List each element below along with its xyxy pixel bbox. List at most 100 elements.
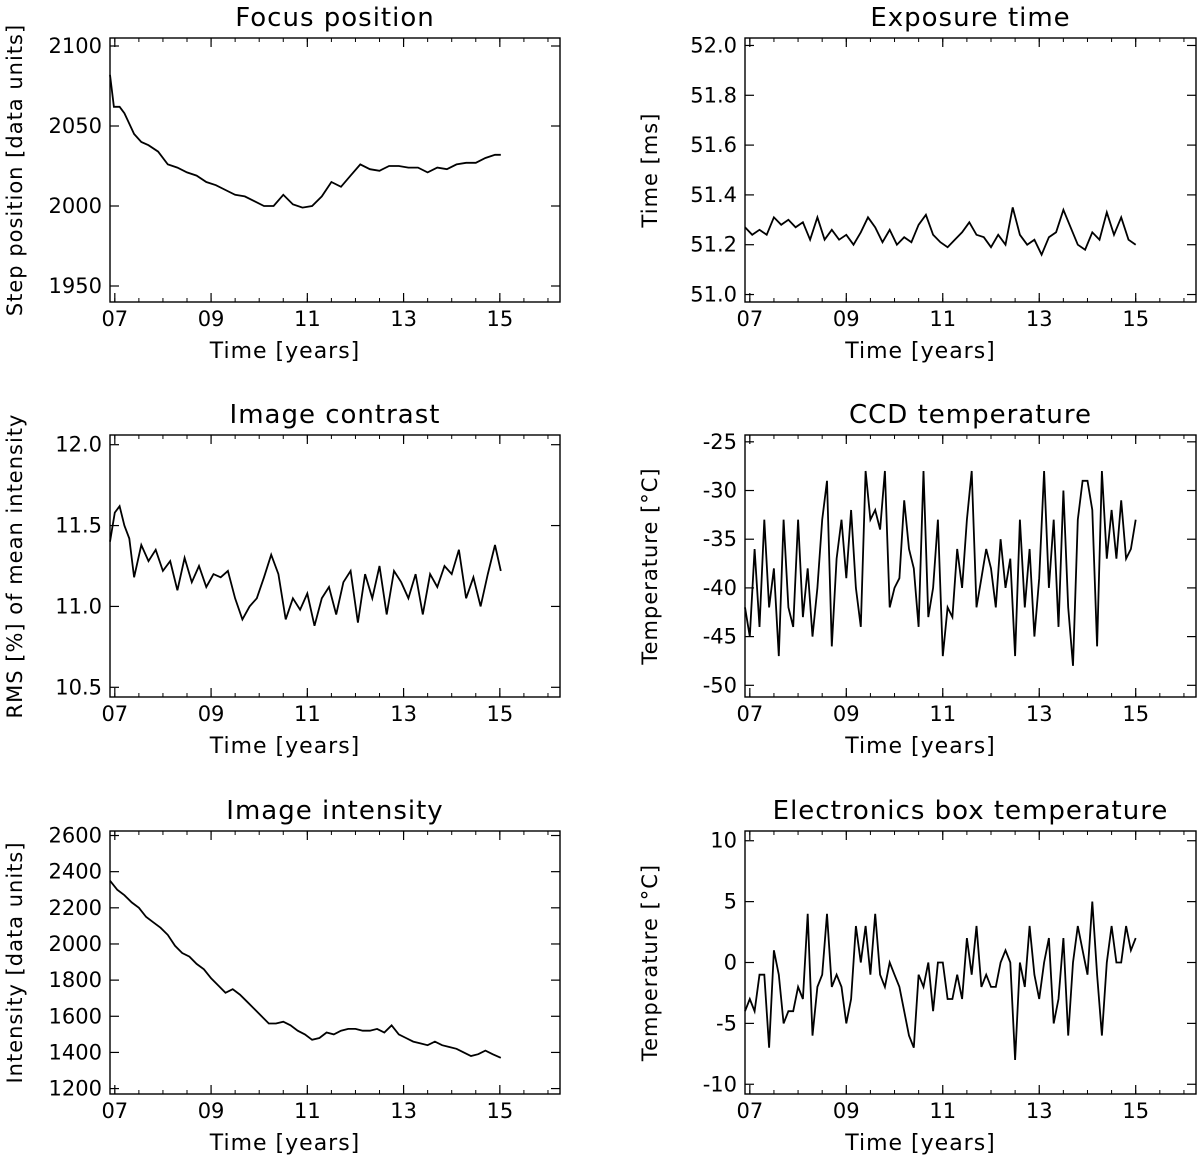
y-tick-label: 0 <box>724 951 737 975</box>
chart-title: CCD temperature <box>849 400 1092 430</box>
panel-exposure: Exposure time 07 09 11 13 15 51.0 51.2 51.4 51.6 5… <box>638 3 1197 364</box>
x-tick-label: 13 <box>390 307 417 331</box>
x-tick-label: 07 <box>101 702 128 726</box>
panel-ebox: Electronics box temperature 07 09 11 13 15 -10… <box>638 796 1197 1156</box>
y-tick-label: -30 <box>703 479 737 503</box>
y-tick-label: 10.5 <box>55 675 102 699</box>
panel-focus: Focus position 07 09 11 13 15 1950 2000 2050 2100… <box>3 3 561 364</box>
y-tick-label: 1950 <box>49 274 102 298</box>
x-tick-label: 15 <box>486 307 513 331</box>
y-tick-label: 2000 <box>49 932 102 956</box>
x-axis-label: Time [years] <box>209 1131 361 1156</box>
series-line-contrast <box>109 504 502 627</box>
x-tick-label: 09 <box>198 702 225 726</box>
x-tick-label: 13 <box>1026 307 1053 331</box>
y-tick-label: -50 <box>703 673 737 697</box>
x-tick-label: 15 <box>486 702 513 726</box>
y-tick-label: 1800 <box>49 968 102 992</box>
x-tick-label: 15 <box>486 1099 513 1123</box>
y-tick-label: -10 <box>703 1072 737 1096</box>
y-tick-label: 51.2 <box>690 233 737 257</box>
x-tick-label: 11 <box>929 1099 956 1123</box>
x-tick-label: 15 <box>1122 702 1149 726</box>
y-tick-label: 5 <box>724 890 737 914</box>
y-tick-label: 51.0 <box>690 283 737 307</box>
plot-frame <box>109 434 561 698</box>
y-tick-label: -45 <box>703 625 737 649</box>
series-line-ccd <box>744 470 1137 666</box>
panel-intensity: Image intensity 07 09 11 13 15 1200 1400 1600 180… <box>3 796 561 1156</box>
x-axis-label: Time [years] <box>844 734 996 759</box>
x-tick-label: 07 <box>736 1099 763 1123</box>
y-axis-label: Intensity [data units] <box>3 841 27 1083</box>
x-tick-label: 13 <box>390 702 417 726</box>
series-line-ebox <box>744 901 1137 1060</box>
series-line-exposure <box>744 207 1137 257</box>
y-tick-label: 52.0 <box>690 33 737 57</box>
y-tick-label: 1600 <box>49 1004 102 1028</box>
y-tick-label: 1400 <box>49 1040 102 1064</box>
x-tick-label: 07 <box>736 307 763 331</box>
plot-frame <box>744 37 1197 303</box>
y-tick-label: 11.0 <box>55 594 102 618</box>
y-axis-label: Time [ms] <box>638 113 662 229</box>
x-axis-label: Time [years] <box>844 1131 996 1156</box>
y-tick-label: -25 <box>703 430 737 454</box>
x-tick-label: 09 <box>198 1099 225 1123</box>
y-tick-label: 2050 <box>49 114 102 138</box>
y-tick-label: 2600 <box>49 824 102 848</box>
y-axis-label: Temperature [°C] <box>638 467 662 665</box>
x-tick-label: 07 <box>101 1099 128 1123</box>
chart-title: Exposure time <box>870 3 1070 33</box>
x-tick-label: 11 <box>294 702 321 726</box>
x-tick-label: 13 <box>1026 1099 1053 1123</box>
plot-frame <box>109 37 561 303</box>
chart-title: Electronics box temperature <box>773 796 1169 826</box>
y-axis-label: RMS [%] of mean intensity <box>3 414 27 719</box>
y-tick-label: 12.0 <box>55 433 102 457</box>
series-line-intensity <box>109 880 502 1059</box>
plot-frame <box>744 434 1197 698</box>
x-tick-label: 11 <box>929 307 956 331</box>
series-line-focus <box>109 74 501 209</box>
x-tick-label: 13 <box>1026 702 1053 726</box>
x-tick-label: 09 <box>833 307 860 331</box>
x-tick-label: 07 <box>101 307 128 331</box>
y-tick-label: 1200 <box>49 1077 102 1101</box>
x-axis-label: Time [years] <box>844 339 996 364</box>
y-tick-label: -5 <box>716 1011 737 1035</box>
x-tick-label: 09 <box>198 307 225 331</box>
x-axis-label: Time [years] <box>209 734 361 759</box>
y-tick-label: 2000 <box>49 194 102 218</box>
chart-title: Image intensity <box>226 796 443 826</box>
panel-contrast: Image contrast 07 09 11 13 15 10.5 11.0 11.5 12.0… <box>3 400 561 759</box>
plot-frame <box>109 830 561 1095</box>
y-tick-label: 51.6 <box>690 133 737 157</box>
x-tick-label: 11 <box>929 702 956 726</box>
panel-ccd: CCD temperature 07 09 11 13 15 -50 -45 -40 -35 -30… <box>638 400 1197 759</box>
y-tick-label: 10 <box>710 829 737 853</box>
x-tick-label: 07 <box>736 702 763 726</box>
x-axis-label: Time [years] <box>209 339 361 364</box>
y-tick-label: 2100 <box>49 34 102 58</box>
y-tick-label: 2200 <box>49 896 102 920</box>
x-tick-label: 11 <box>294 1099 321 1123</box>
x-tick-label: 11 <box>294 307 321 331</box>
chart-title: Focus position <box>235 3 435 33</box>
y-tick-label: 51.8 <box>690 83 737 107</box>
x-tick-label: 09 <box>833 1099 860 1123</box>
y-axis-label: Step position [data units] <box>3 24 27 316</box>
x-tick-label: 09 <box>833 702 860 726</box>
y-tick-label: -40 <box>703 576 737 600</box>
x-tick-label: 15 <box>1122 307 1149 331</box>
x-tick-label: 13 <box>390 1099 417 1123</box>
y-tick-label: 2400 <box>49 860 102 884</box>
y-tick-label: -35 <box>703 527 737 551</box>
y-axis-label: Temperature [°C] <box>638 864 662 1062</box>
x-tick-label: 15 <box>1122 1099 1149 1123</box>
y-tick-label: 51.4 <box>690 183 737 207</box>
y-tick-label: 11.5 <box>55 514 102 538</box>
chart-title: Image contrast <box>230 400 441 430</box>
